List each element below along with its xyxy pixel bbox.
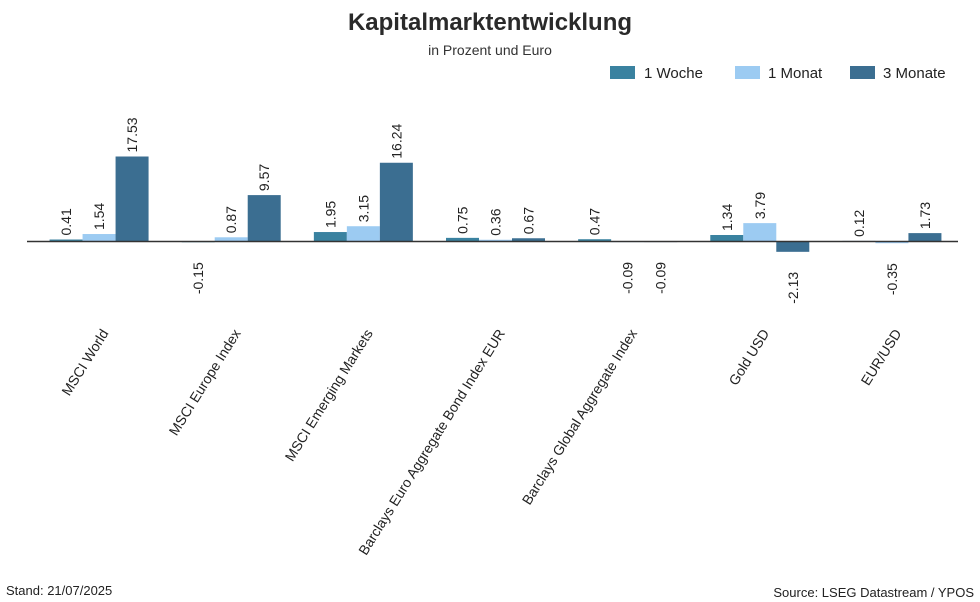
footer-stand: Stand: 21/07/2025 (6, 583, 112, 598)
bar-1-woche-gold-usd (710, 235, 744, 242)
bar-3-monate-msci-emerging-markets (379, 162, 413, 242)
bar-1-monat-barclays-euro-aggregate-bond-index-eur (479, 239, 512, 242)
bar-1-monat-msci-europe-index (214, 237, 248, 242)
category-label-msci-emerging-markets: MSCI Emerging Markets (282, 326, 376, 464)
value-label-3-monate-barclays-euro-aggregate-bond-index-eur: 0.67 (521, 207, 537, 234)
category-label-barclays-euro-aggregate-bond-index-eur: Barclays Euro Aggregate Bond Index EUR (355, 326, 508, 558)
value-label-3-monate-gold-usd: -2.13 (785, 272, 801, 304)
legend-label-3-monate: 3 Monate (883, 65, 946, 82)
bar-1-woche-barclays-global-aggregate-index (578, 239, 612, 242)
bar-1-woche-msci-emerging-markets (313, 232, 347, 242)
category-label-eur-usd: EUR/USD (858, 326, 905, 388)
bar-1-monat-msci-emerging-markets (346, 226, 380, 242)
legend-label-1-woche: 1 Woche (644, 65, 703, 82)
value-label-1-woche-eur-usd: 0.12 (851, 209, 867, 236)
value-label-3-monate-eur-usd: 1.73 (917, 202, 933, 229)
value-label-1-monat-eur-usd: -0.35 (884, 263, 900, 295)
value-label-1-monat-msci-emerging-markets: 3.15 (355, 195, 371, 222)
value-label-1-monat-msci-europe-index: 0.87 (223, 206, 239, 233)
value-label-1-woche-barclays-euro-aggregate-bond-index-eur: 0.75 (455, 206, 471, 233)
bar-1-monat-msci-world (82, 234, 116, 242)
value-label-3-monate-msci-world: 17.53 (124, 117, 140, 152)
legend-swatch-1-woche (610, 66, 635, 79)
bar-1-woche-msci-world (49, 239, 83, 242)
category-label-gold-usd: Gold USD (725, 326, 772, 388)
legend-swatch-3-monate (850, 66, 875, 79)
value-label-1-monat-barclays-euro-aggregate-bond-index-eur: 0.36 (488, 208, 504, 235)
legend-label-1-monat: 1 Monat (768, 65, 823, 82)
legend: 1 Woche 1 Monat 3 Monate (610, 65, 946, 82)
value-label-1-woche-gold-usd: 1.34 (719, 204, 735, 231)
bar-1-woche-barclays-euro-aggregate-bond-index-eur (446, 237, 479, 242)
category-label-msci-europe-index: MSCI Europe Index (165, 326, 243, 438)
bar-1-monat-gold-usd (743, 223, 777, 242)
category-label-msci-world: MSCI World (58, 326, 111, 398)
category-labels-group: MSCI World MSCI Europe Index MSCI Emerging… (58, 326, 904, 558)
legend-swatch-1-monat (735, 66, 760, 79)
value-label-1-woche-barclays-global-aggregate-index: 0.47 (587, 208, 603, 235)
value-label-3-monate-msci-emerging-markets: 16.24 (388, 124, 404, 159)
value-label-1-monat-msci-world: 1.54 (91, 203, 107, 230)
bar-3-monate-msci-europe-index (247, 195, 281, 242)
category-label-barclays-global-aggregate-index: Barclays Global Aggregate Index (519, 326, 641, 507)
value-label-1-woche-msci-emerging-markets: 1.95 (322, 201, 338, 228)
value-labels-group: 0.41 1.54 17.53 -0.15 0.87 9.57 1.95 3.15 16.24 0… (58, 117, 933, 303)
chart-title: Kapitalmarktentwicklung (348, 9, 632, 36)
bar-3-monate-msci-world (115, 156, 149, 242)
bars-group (49, 156, 942, 252)
value-label-1-woche-msci-world: 0.41 (58, 208, 74, 235)
bar-3-monate-barclays-euro-aggregate-bond-index-eur (512, 238, 545, 242)
bar-3-monate-eur-usd (908, 233, 942, 242)
value-label-1-monat-barclays-global-aggregate-index: -0.09 (620, 262, 636, 294)
value-label-1-woche-msci-europe-index: -0.15 (190, 262, 206, 294)
value-label-3-monate-barclays-global-aggregate-index: -0.09 (653, 262, 669, 294)
value-label-3-monate-msci-europe-index: 9.57 (256, 164, 272, 191)
bar-3-monate-gold-usd (776, 241, 810, 252)
value-label-1-monat-gold-usd: 3.79 (752, 192, 768, 219)
footer-source: Source: LSEG Datastream / YPOS (773, 585, 974, 600)
chart-subtitle: in Prozent und Euro (428, 42, 552, 58)
bar-1-monat-eur-usd (875, 241, 909, 244)
